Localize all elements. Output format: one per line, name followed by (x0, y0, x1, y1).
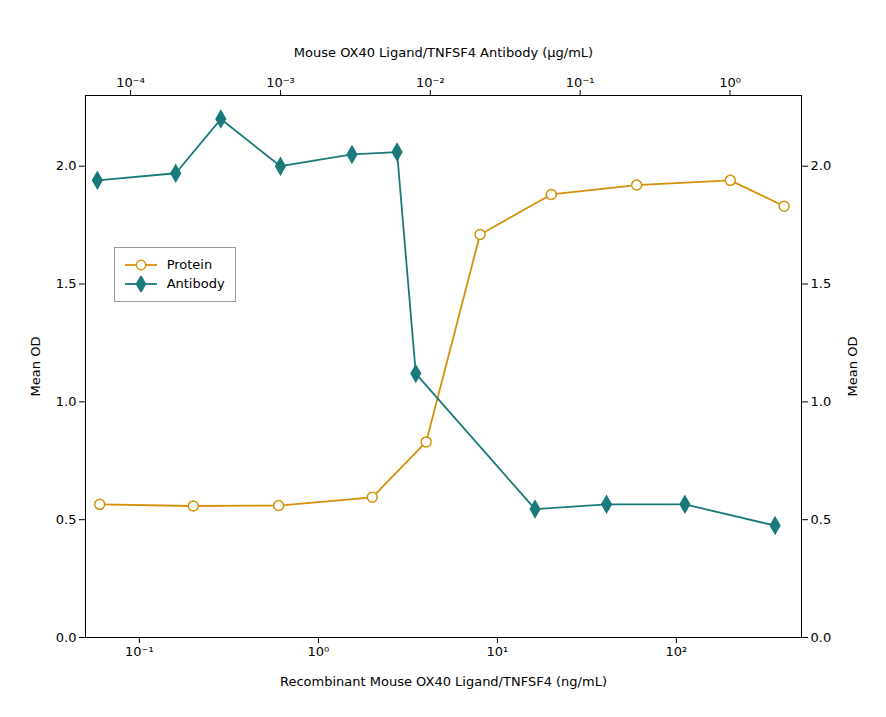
svg-text:10⁻⁴: 10⁻⁴ (116, 75, 145, 90)
svg-text:1.5: 1.5 (811, 276, 832, 291)
svg-text:1.0: 1.0 (811, 394, 832, 409)
svg-text:10⁻¹: 10⁻¹ (125, 644, 154, 659)
svg-text:Recombinant Mouse OX40 Ligand/: Recombinant Mouse OX40 Ligand/TNFSF4 (ng… (280, 674, 607, 689)
svg-text:10⁻³: 10⁻³ (266, 75, 295, 90)
svg-text:10¹: 10¹ (487, 644, 509, 659)
svg-text:0.0: 0.0 (811, 630, 832, 645)
html-text:Antibody: Antibody (166, 276, 225, 292)
svg-text:1.0: 1.0 (56, 394, 77, 409)
svg-text:0.5: 0.5 (811, 512, 832, 527)
svg-text:Mouse OX40 Ligand/TNFSF4 Antib: Mouse OX40 Ligand/TNFSF4 Antibody (μg/mL… (294, 45, 593, 60)
svg-text:10⁻¹: 10⁻¹ (566, 75, 595, 90)
svg-text:10⁰: 10⁰ (308, 644, 330, 659)
svg-text:0.5: 0.5 (56, 512, 77, 527)
html-text:Protein: Protein (166, 257, 213, 273)
svg-text:Mean OD: Mean OD (845, 337, 860, 397)
svg-text:10²: 10² (666, 644, 688, 659)
svg-text:Mean OD: Mean OD (28, 337, 43, 397)
svg-text:1.5: 1.5 (56, 276, 77, 291)
svg-text:2.0: 2.0 (811, 158, 832, 173)
svg-text:10⁰: 10⁰ (719, 75, 741, 90)
svg-text:10⁻²: 10⁻² (416, 75, 445, 90)
svg-text:2.0: 2.0 (56, 158, 77, 173)
svg-text:0.0: 0.0 (56, 630, 77, 645)
